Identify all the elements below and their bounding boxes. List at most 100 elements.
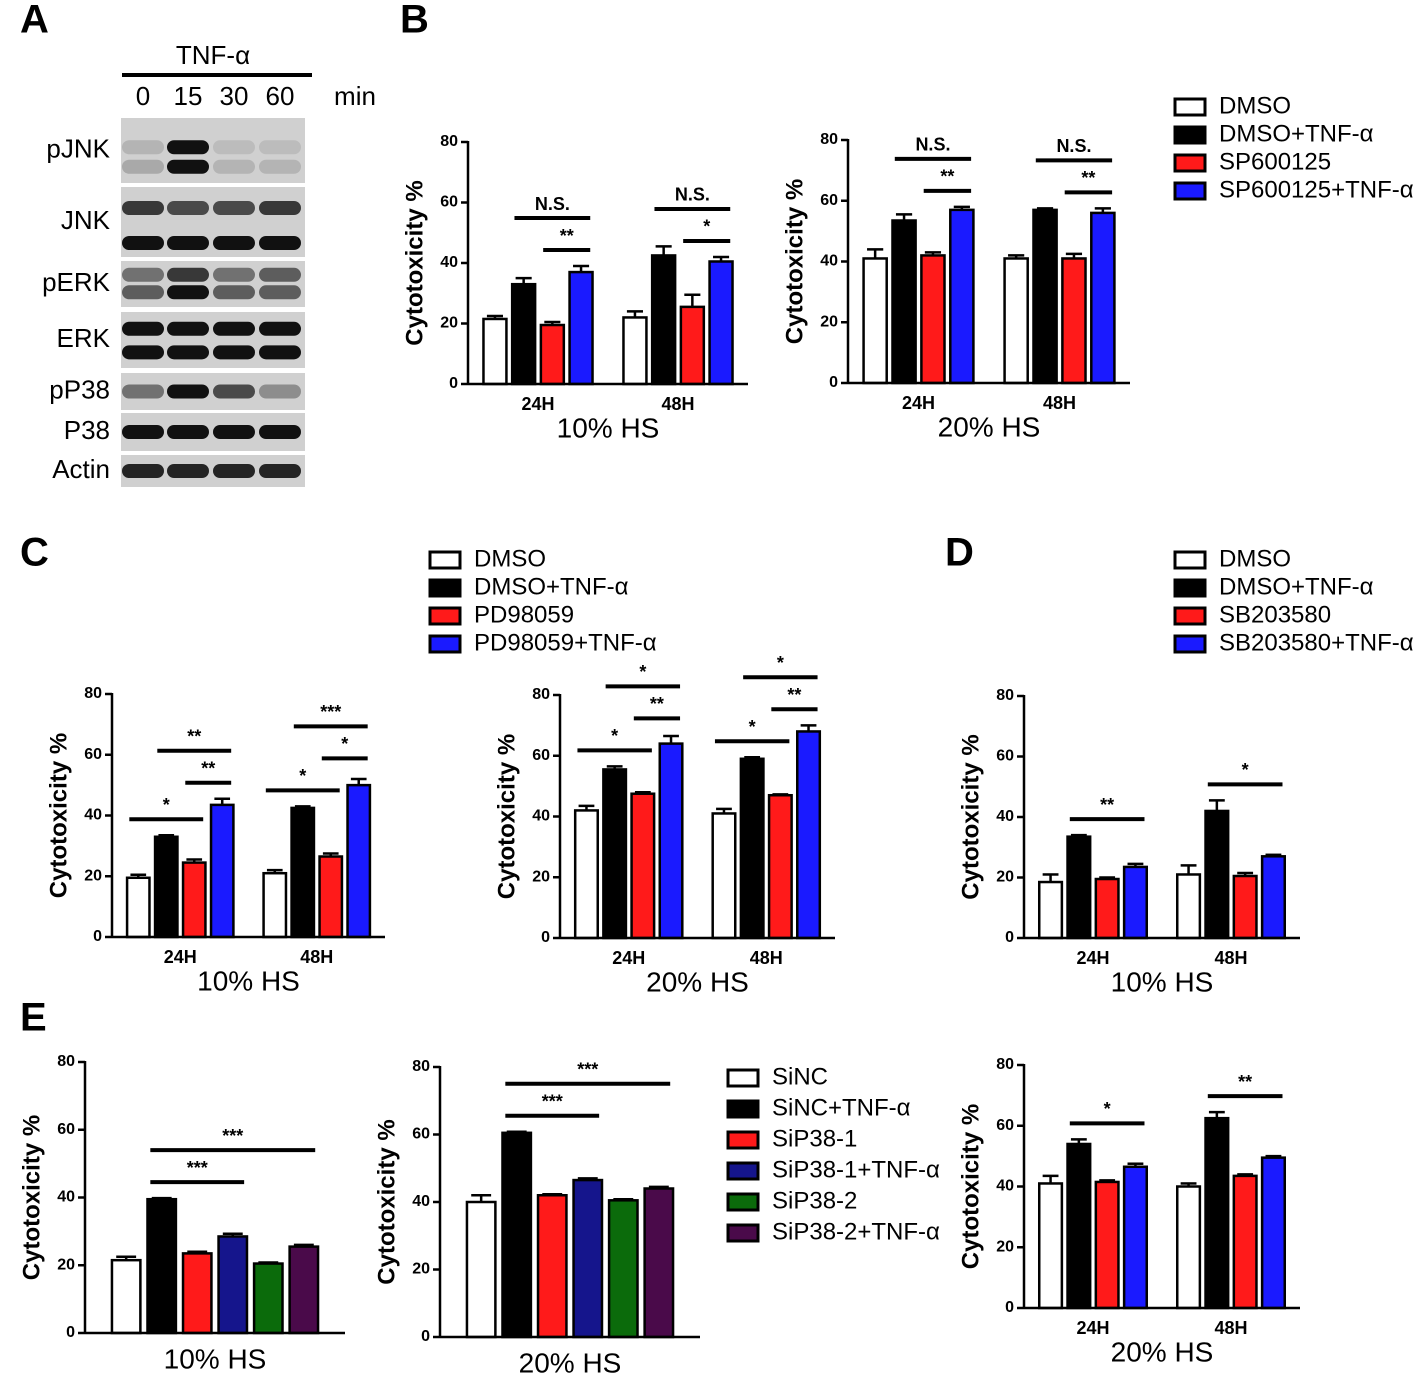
legend-label: SiP38-2+TNF-α [772,1218,940,1245]
blot-band [259,267,301,282]
x-tick-label: 48H [1043,393,1076,413]
blot-band [213,345,255,360]
x-axis-label: 20% HS [1111,1336,1214,1367]
bar [465,1200,497,1339]
bar [146,1197,178,1335]
bar [1066,835,1092,940]
y-tick-label: 80 [57,1053,75,1070]
legend-swatch [726,1099,760,1119]
blot-band [213,285,255,300]
blot-band [167,159,209,174]
significance-label: N.S. [675,185,710,205]
y-tick-label: 60 [820,192,838,209]
legend-label: DMSO [1219,92,1291,119]
blot-band [122,236,164,250]
bar [949,208,975,385]
y-axis-label: Cytotoxicity % [493,734,520,899]
bar [501,1131,533,1339]
blot-band [122,267,164,282]
bar [1260,855,1287,940]
bar [1061,257,1087,385]
y-tick-label: 80 [84,685,102,702]
y-tick-label: 80 [532,686,550,703]
y-axis-label: Cytotoxicity % [18,1115,45,1280]
blot-band [122,464,164,478]
blot-band [167,267,209,282]
x-axis-label: 10% HS [557,412,660,443]
blot-band [122,159,164,174]
blot-band [167,201,209,215]
x-tick-label: 24H [1076,1318,1109,1338]
significance-label: ** [560,226,574,246]
bar [539,323,566,386]
blot-time: 15 [174,81,203,111]
blot-band [167,321,209,336]
x-axis-label: 10% HS [164,1343,267,1374]
significance-label: ** [201,759,215,779]
legend-swatch [1173,606,1207,626]
legend-label: SP600125+TNF-α [1219,176,1414,203]
blot-band [167,140,209,155]
blot-band [167,345,209,360]
y-tick-label: 60 [84,746,102,763]
bar [318,855,344,939]
x-tick-label: 24H [164,947,197,967]
x-tick-label: 24H [612,948,645,968]
significance-label: ** [787,685,801,705]
y-tick-label: 40 [820,253,838,270]
blot-band [259,464,301,478]
bar [622,316,648,386]
legend-label: DMSO+TNF-α [1219,573,1374,600]
blot-band [122,285,164,300]
y-tick-label: 0 [66,1324,75,1341]
significance-label: * [163,795,170,815]
y-tick-label: 60 [412,1126,430,1143]
blot-band [259,425,301,439]
blot-band [259,140,301,155]
y-tick-label: 20 [57,1256,75,1273]
legend-swatch [726,1068,760,1088]
blot-band [167,464,209,478]
y-tick-label: 40 [440,254,458,271]
bar [262,871,288,939]
x-axis-label: 20% HS [938,411,1041,442]
bar [153,835,179,939]
x-tick-label: 24H [902,393,935,413]
bar [288,1245,320,1335]
bar [711,812,737,940]
blot-row-label: ERK [57,323,111,353]
y-tick-label: 40 [996,808,1014,825]
bar [862,257,888,385]
bar [510,282,537,386]
panel-label: A [20,0,49,42]
bar [602,768,628,940]
bar [346,783,372,939]
blot-band [167,425,209,439]
blot-band [259,201,301,215]
bar [181,1252,213,1335]
y-tick-label: 20 [996,1238,1014,1255]
bar [1175,873,1202,940]
bar [679,305,706,386]
significance-label: ** [1238,1072,1252,1092]
y-tick-label: 0 [1005,929,1014,946]
bar [708,260,734,386]
blot-row-label: Actin [52,454,110,484]
bar [568,270,594,386]
blot-band [259,321,301,336]
blot-band [122,201,164,215]
bar [650,254,677,386]
legend-swatch [1173,634,1207,654]
legend-swatch [726,1161,760,1181]
bar [1204,1116,1230,1310]
x-axis-label: 20% HS [646,966,749,997]
y-tick-label: 60 [532,747,550,764]
significance-label: * [1104,1099,1111,1119]
blot-band [167,285,209,300]
legend-swatch [726,1130,760,1150]
y-tick-label: 80 [412,1058,430,1075]
panel-label: C [20,531,49,575]
blot-strip [121,312,305,368]
significance-label: * [777,653,784,673]
